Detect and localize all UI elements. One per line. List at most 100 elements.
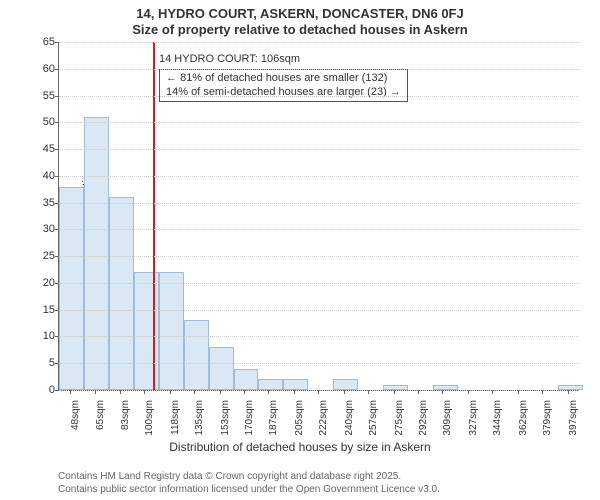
- xtick-mark: [492, 390, 493, 394]
- histogram-bar: [59, 187, 84, 390]
- xtick-mark: [120, 390, 121, 394]
- xtick-mark: [194, 390, 195, 394]
- gridline: [59, 42, 579, 43]
- xtick-label: 397sqm: [568, 396, 579, 436]
- gridline: [59, 149, 579, 150]
- xtick-mark: [344, 390, 345, 394]
- xtick-mark: [268, 390, 269, 394]
- reference-line: [153, 42, 155, 390]
- ytick-mark: [55, 336, 59, 337]
- plot-area: 14 HYDRO COURT: 106sqm ← 81% of detached…: [58, 42, 579, 391]
- ytick-mark: [55, 176, 59, 177]
- annotation-line: ← 81% of detached houses are smaller (13…: [166, 72, 401, 86]
- histogram-bar: [234, 369, 259, 390]
- footer-attribution: Contains HM Land Registry data © Crown c…: [58, 470, 440, 496]
- ytick-label: 60: [43, 63, 55, 75]
- xtick-label: 344sqm: [492, 396, 503, 436]
- gridline: [59, 363, 579, 364]
- ytick-mark: [55, 310, 59, 311]
- xtick-mark: [244, 390, 245, 394]
- x-axis-label: Distribution of detached houses by size …: [0, 440, 600, 454]
- ytick-label: 25: [43, 250, 55, 262]
- chart-title-line2: Size of property relative to detached ho…: [0, 22, 600, 37]
- xtick-label: 65sqm: [95, 396, 106, 430]
- ytick-label: 0: [49, 384, 55, 396]
- xtick-label: 222sqm: [318, 396, 329, 436]
- ytick-mark: [55, 149, 59, 150]
- histogram-bar: [258, 379, 283, 390]
- histogram-bar: [333, 379, 358, 390]
- chart-container: 14, HYDRO COURT, ASKERN, DONCASTER, DN6 …: [0, 0, 600, 500]
- xtick-label: 309sqm: [442, 396, 453, 436]
- xtick-label: 362sqm: [518, 396, 529, 436]
- gridline: [59, 176, 579, 177]
- xtick-mark: [95, 390, 96, 394]
- histogram-bar: [283, 379, 308, 390]
- histogram-bar: [209, 347, 234, 390]
- xtick-label: 257sqm: [368, 396, 379, 436]
- ytick-mark: [55, 203, 59, 204]
- ytick-label: 15: [43, 304, 55, 316]
- ytick-mark: [55, 122, 59, 123]
- xtick-mark: [144, 390, 145, 394]
- gridline: [59, 283, 579, 284]
- xtick-mark: [368, 390, 369, 394]
- xtick-label: 153sqm: [220, 396, 231, 436]
- gridline: [59, 69, 579, 70]
- xtick-label: 275sqm: [394, 396, 405, 436]
- xtick-label: 327sqm: [468, 396, 479, 436]
- xtick-label: 205sqm: [294, 396, 305, 436]
- chart-title-line1: 14, HYDRO COURT, ASKERN, DONCASTER, DN6 …: [0, 6, 600, 21]
- ytick-label: 35: [43, 197, 55, 209]
- xtick-mark: [318, 390, 319, 394]
- gridline: [59, 96, 579, 97]
- histogram-bar: [109, 197, 134, 390]
- xtick-label: 100sqm: [144, 396, 155, 436]
- gridline: [59, 310, 579, 311]
- xtick-mark: [568, 390, 569, 394]
- histogram-bar: [159, 272, 184, 390]
- xtick-mark: [170, 390, 171, 394]
- xtick-mark: [294, 390, 295, 394]
- ytick-mark: [55, 96, 59, 97]
- xtick-label: 118sqm: [170, 396, 181, 435]
- xtick-label: 83sqm: [120, 396, 131, 430]
- footer-line: Contains HM Land Registry data © Crown c…: [58, 470, 440, 483]
- xtick-mark: [394, 390, 395, 394]
- ytick-label: 40: [43, 170, 55, 182]
- annotation-title: 14 HYDRO COURT: 106sqm: [159, 53, 300, 65]
- ytick-mark: [55, 42, 59, 43]
- gridline: [59, 122, 579, 123]
- xtick-mark: [542, 390, 543, 394]
- xtick-label: 379sqm: [542, 396, 553, 436]
- xtick-label: 135sqm: [194, 396, 205, 436]
- xtick-label: 187sqm: [268, 396, 279, 436]
- ytick-label: 45: [43, 143, 55, 155]
- xtick-mark: [468, 390, 469, 394]
- xtick-mark: [418, 390, 419, 394]
- ytick-label: 5: [49, 357, 55, 369]
- ytick-mark: [55, 69, 59, 70]
- annotation-box: ← 81% of detached houses are smaller (13…: [159, 69, 408, 103]
- xtick-label: 170sqm: [244, 396, 255, 436]
- ytick-label: 10: [43, 330, 55, 342]
- footer-line: Contains public sector information licen…: [58, 483, 440, 496]
- ytick-label: 20: [43, 277, 55, 289]
- ytick-mark: [55, 229, 59, 230]
- xtick-mark: [70, 390, 71, 394]
- gridline: [59, 229, 579, 230]
- ytick-mark: [55, 283, 59, 284]
- gridline: [59, 203, 579, 204]
- gridline: [59, 336, 579, 337]
- histogram-bar: [84, 117, 109, 390]
- ytick-mark: [55, 390, 59, 391]
- annotation-line: 14% of semi-detached houses are larger (…: [166, 86, 401, 100]
- ytick-label: 65: [43, 36, 55, 48]
- xtick-label: 292sqm: [418, 396, 429, 436]
- ytick-label: 55: [43, 90, 55, 102]
- histogram-bar: [184, 320, 209, 390]
- ytick-mark: [55, 363, 59, 364]
- xtick-label: 48sqm: [70, 396, 81, 430]
- ytick-label: 50: [43, 116, 55, 128]
- xtick-mark: [220, 390, 221, 394]
